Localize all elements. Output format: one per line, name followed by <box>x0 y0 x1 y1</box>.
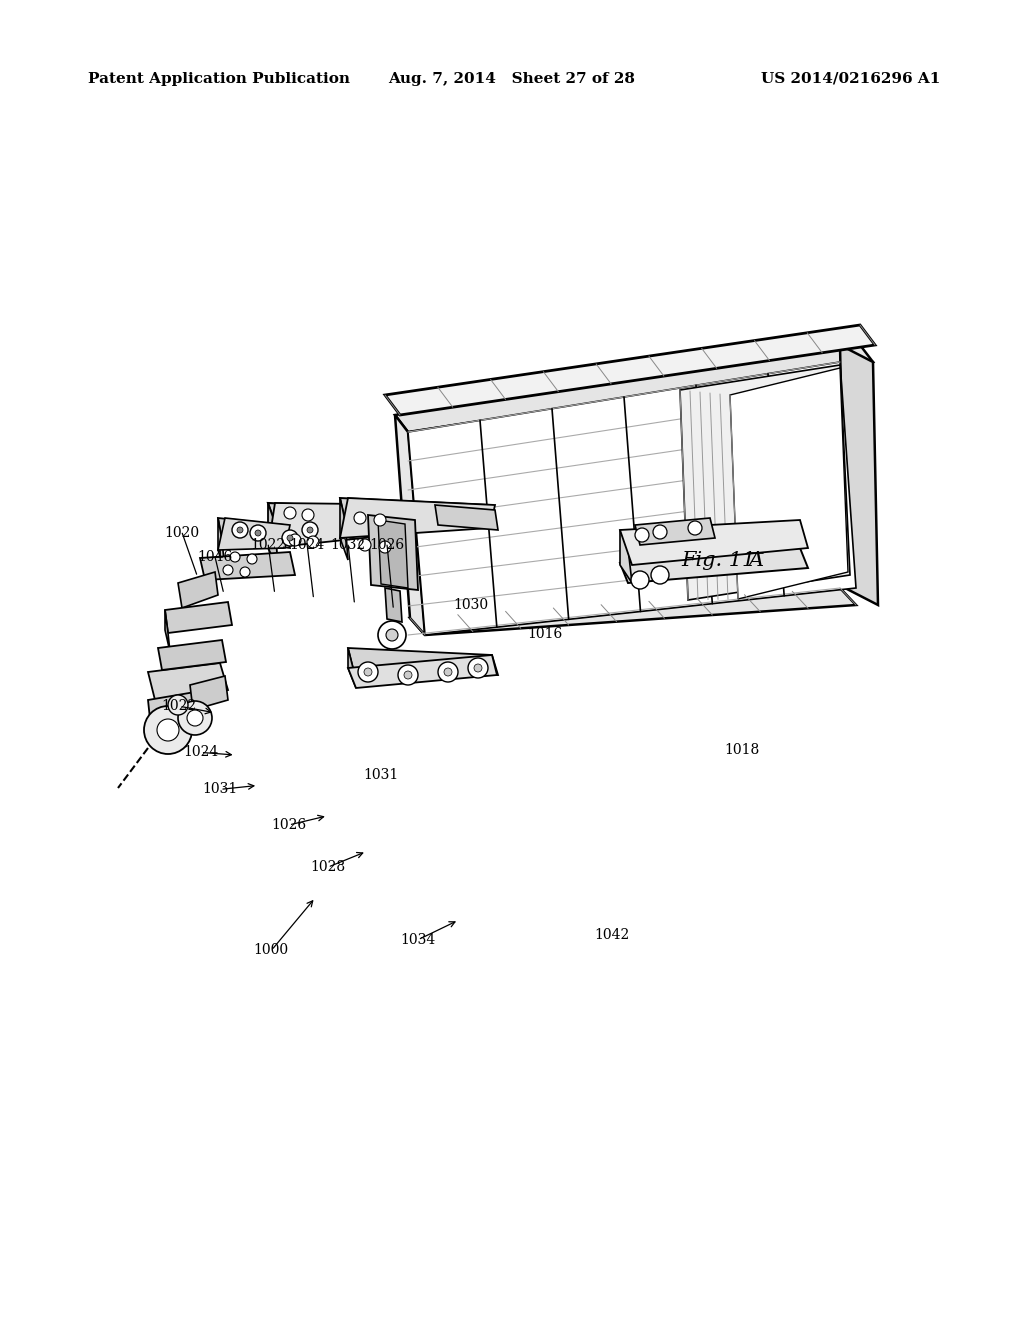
Text: 1030: 1030 <box>454 598 488 611</box>
Polygon shape <box>378 520 408 587</box>
Polygon shape <box>148 692 200 738</box>
Text: 1024: 1024 <box>290 539 325 552</box>
Polygon shape <box>635 517 715 545</box>
Circle shape <box>302 521 318 539</box>
Text: 1020: 1020 <box>165 527 200 540</box>
Circle shape <box>284 507 296 519</box>
Circle shape <box>386 630 398 642</box>
Polygon shape <box>218 517 290 550</box>
Text: 1026: 1026 <box>370 539 404 552</box>
Text: 1031: 1031 <box>203 783 238 796</box>
Polygon shape <box>620 531 632 583</box>
Circle shape <box>255 531 261 536</box>
Circle shape <box>307 527 313 533</box>
Polygon shape <box>385 325 874 414</box>
Polygon shape <box>435 506 498 531</box>
Circle shape <box>144 706 193 754</box>
Circle shape <box>354 512 366 524</box>
Text: 1018: 1018 <box>725 743 760 756</box>
Polygon shape <box>840 345 878 605</box>
Text: 1042: 1042 <box>595 928 630 941</box>
Circle shape <box>631 572 649 589</box>
Polygon shape <box>368 515 418 590</box>
Circle shape <box>307 536 319 548</box>
Circle shape <box>168 696 188 715</box>
Text: 1026: 1026 <box>271 818 306 832</box>
Circle shape <box>438 663 458 682</box>
Circle shape <box>250 525 266 541</box>
Polygon shape <box>340 498 348 560</box>
Polygon shape <box>200 552 295 579</box>
Circle shape <box>404 671 412 678</box>
Polygon shape <box>268 503 449 531</box>
Circle shape <box>247 554 257 564</box>
Text: 1022: 1022 <box>251 539 286 552</box>
Circle shape <box>635 528 649 543</box>
Polygon shape <box>268 503 445 548</box>
Text: 1000: 1000 <box>254 944 289 957</box>
Text: US 2014/0216296 A1: US 2014/0216296 A1 <box>761 73 940 86</box>
Circle shape <box>651 566 669 583</box>
Polygon shape <box>620 520 808 565</box>
Polygon shape <box>190 676 228 710</box>
Circle shape <box>282 531 298 546</box>
Polygon shape <box>410 587 856 635</box>
Polygon shape <box>218 517 290 548</box>
Text: 1016: 1016 <box>527 627 562 640</box>
Circle shape <box>223 565 233 576</box>
Polygon shape <box>730 368 848 599</box>
Polygon shape <box>178 572 218 609</box>
Circle shape <box>302 510 314 521</box>
Text: Fig. 11: Fig. 11 <box>681 552 756 570</box>
Text: 1022: 1022 <box>162 700 197 713</box>
Circle shape <box>178 701 212 735</box>
Polygon shape <box>158 640 226 671</box>
Text: Patent Application Publication: Patent Application Publication <box>88 73 350 86</box>
Polygon shape <box>218 517 225 572</box>
Circle shape <box>378 620 406 649</box>
Circle shape <box>232 521 248 539</box>
Circle shape <box>358 663 378 682</box>
Polygon shape <box>340 498 496 528</box>
Polygon shape <box>395 345 873 432</box>
Text: A: A <box>749 552 764 570</box>
Text: 1031: 1031 <box>364 768 398 781</box>
Text: 1024: 1024 <box>183 746 218 759</box>
Polygon shape <box>268 503 278 568</box>
Polygon shape <box>348 648 356 688</box>
Circle shape <box>287 535 293 541</box>
Circle shape <box>688 521 702 535</box>
Polygon shape <box>165 602 232 634</box>
Circle shape <box>289 535 301 546</box>
Circle shape <box>230 552 240 562</box>
Circle shape <box>187 710 203 726</box>
Circle shape <box>474 664 482 672</box>
Text: Aug. 7, 2014   Sheet 27 of 28: Aug. 7, 2014 Sheet 27 of 28 <box>388 73 636 86</box>
Text: 1046: 1046 <box>198 550 232 564</box>
Circle shape <box>364 668 372 676</box>
Circle shape <box>468 657 488 678</box>
Polygon shape <box>680 366 850 601</box>
Polygon shape <box>408 362 856 635</box>
Circle shape <box>444 668 452 676</box>
Polygon shape <box>148 663 228 700</box>
Polygon shape <box>348 648 498 675</box>
Polygon shape <box>340 498 495 539</box>
Circle shape <box>359 539 371 550</box>
Circle shape <box>374 513 386 525</box>
Circle shape <box>157 719 179 741</box>
Circle shape <box>398 665 418 685</box>
Text: 1032: 1032 <box>331 539 366 552</box>
Polygon shape <box>385 587 402 622</box>
Polygon shape <box>620 548 808 583</box>
Circle shape <box>379 541 391 553</box>
Text: 1028: 1028 <box>310 861 345 874</box>
Text: 1034: 1034 <box>400 933 435 946</box>
Polygon shape <box>395 414 425 635</box>
Circle shape <box>237 527 243 533</box>
Polygon shape <box>165 610 170 652</box>
Circle shape <box>653 525 667 539</box>
Circle shape <box>240 568 250 577</box>
Polygon shape <box>348 655 497 688</box>
